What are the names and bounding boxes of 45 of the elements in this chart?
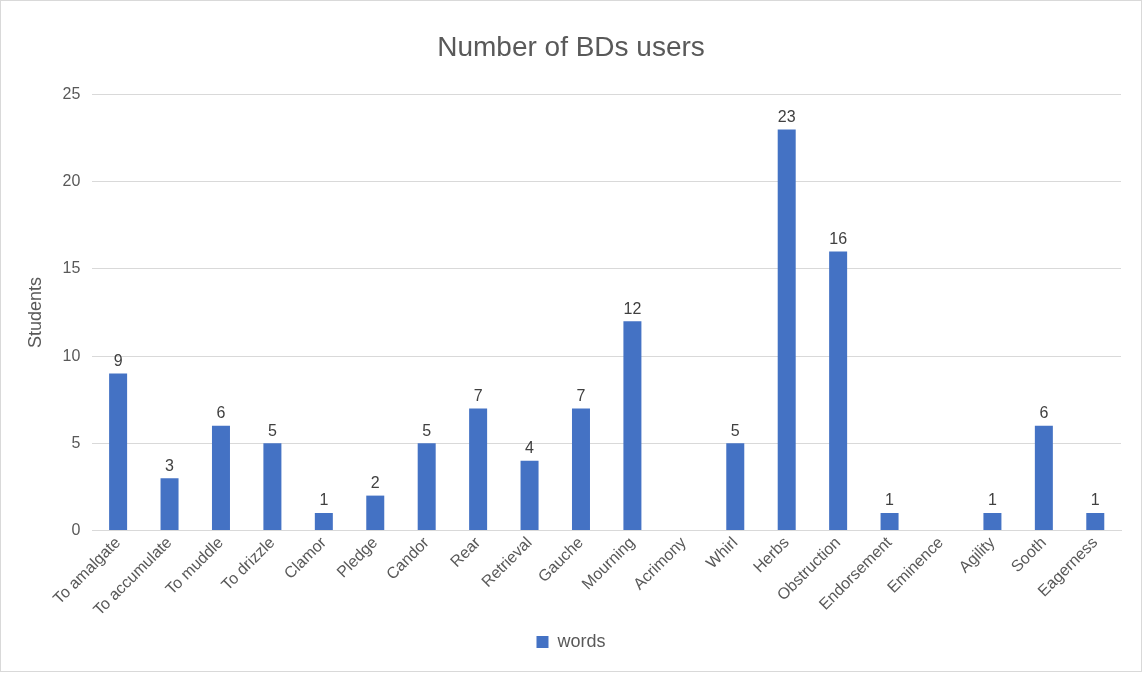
bar	[109, 373, 128, 530]
data-label: 1	[885, 491, 895, 509]
data-label: 5	[730, 421, 740, 439]
data-label: 12	[623, 299, 642, 317]
y-axis-title: Students	[24, 277, 45, 349]
data-label: 9	[113, 351, 123, 369]
y-tick-label: 20	[62, 172, 81, 190]
bar	[829, 251, 848, 530]
data-label: 6	[216, 404, 226, 422]
bar	[469, 408, 488, 530]
data-label: 7	[473, 386, 483, 404]
y-tick-label: 25	[62, 85, 81, 103]
bar	[1034, 425, 1053, 530]
bar	[263, 443, 282, 530]
data-label: 6	[1039, 404, 1049, 422]
bar	[520, 460, 539, 530]
bar	[880, 513, 899, 530]
bar	[983, 513, 1002, 530]
bar	[160, 478, 179, 530]
bar	[623, 321, 642, 530]
chart-title: Number of BDs users	[437, 30, 705, 62]
y-tick-label: 10	[62, 346, 81, 364]
y-tick-label: 0	[71, 520, 81, 538]
data-label: 7	[576, 386, 586, 404]
data-label: 5	[267, 421, 277, 439]
data-label: 23	[777, 107, 796, 125]
bar	[211, 425, 230, 530]
bar	[366, 495, 385, 530]
data-label: 1	[1090, 491, 1100, 509]
bar	[314, 513, 333, 530]
data-label: 4	[525, 439, 535, 457]
y-tick-label: 5	[71, 433, 81, 451]
data-label: 3	[165, 456, 175, 474]
bar	[1086, 513, 1105, 530]
bar	[417, 443, 436, 530]
legend-label: words	[556, 630, 606, 651]
data-label: 2	[370, 474, 380, 492]
data-label: 5	[422, 421, 432, 439]
y-tick-label: 15	[62, 259, 81, 277]
data-label: 1	[987, 491, 997, 509]
bar	[726, 443, 745, 530]
bar	[777, 129, 796, 530]
bar	[571, 408, 590, 530]
data-label: 1	[319, 491, 329, 509]
data-label: 16	[829, 229, 848, 247]
